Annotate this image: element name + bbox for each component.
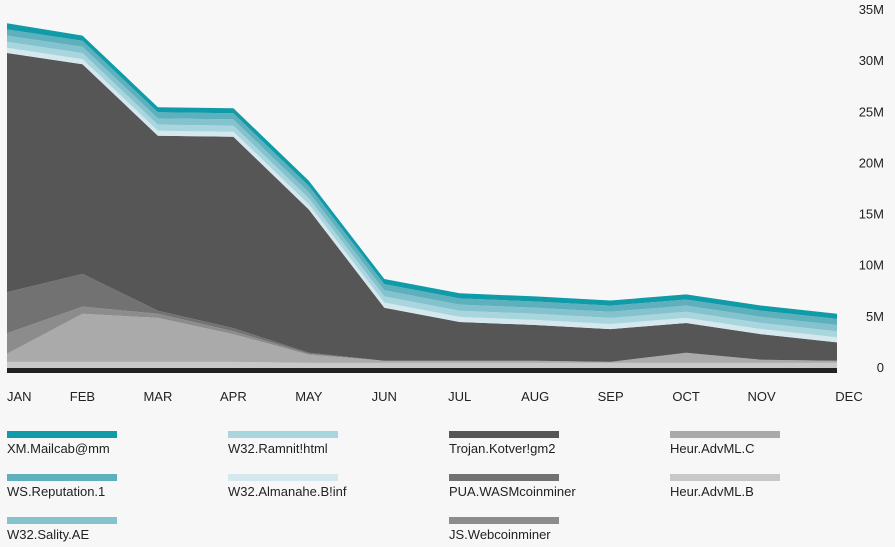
- legend-item: Heur.AdvML.B: [670, 474, 890, 504]
- legend-swatch: [670, 431, 780, 438]
- legend-label: PUA.WASMcoinminer: [449, 484, 576, 499]
- x-tick-label: NOV: [747, 389, 776, 404]
- x-tick-label: FEB: [70, 389, 95, 404]
- legend-label: Trojan.Kotver!gm2: [449, 441, 556, 456]
- legend-swatch: [670, 474, 780, 481]
- area-heur-advml-b: [7, 361, 837, 368]
- legend-swatch: [449, 517, 559, 524]
- legend-item: W32.Almanahe.B!inf: [228, 474, 448, 504]
- x-tick-label: JUN: [372, 389, 397, 404]
- legend-swatch: [7, 517, 117, 524]
- area-trojan-kotver-gm2: [7, 53, 837, 362]
- y-tick-label: 30M: [859, 53, 884, 68]
- legend-swatch: [449, 431, 559, 438]
- x-tick-label: JAN: [7, 389, 32, 404]
- legend-label: Heur.AdvML.C: [670, 441, 755, 456]
- legend-label: XM.Mailcab@mm: [7, 441, 110, 456]
- y-tick-label: 10M: [859, 258, 884, 273]
- x-tick-label: AUG: [521, 389, 549, 404]
- legend-item: WS.Reputation.1: [7, 474, 227, 504]
- x-tick-label: APR: [220, 389, 247, 404]
- legend-item: JS.Webcoinminer: [449, 517, 669, 547]
- legend-swatch: [449, 474, 559, 481]
- area-heur-advml-c: [7, 313, 837, 363]
- y-tick-label: 20M: [859, 155, 884, 170]
- legend-swatch: [7, 474, 117, 481]
- legend-swatch: [228, 431, 338, 438]
- x-tick-label: SEP: [598, 389, 624, 404]
- x-tick-label: DEC: [835, 389, 862, 404]
- legend-item: Trojan.Kotver!gm2: [449, 431, 669, 461]
- x-tick-label: JUL: [448, 389, 471, 404]
- legend-item: W32.Ramnit!html: [228, 431, 448, 461]
- x-axis-ticks: JAN FEB MAR APR MAY JUN JUL AUG SEP OCT NOV DEC: [7, 389, 863, 404]
- x-tick-label: MAY: [295, 389, 323, 404]
- area-pua-wasmcoinminer: [7, 273, 837, 362]
- y-tick-label: 35M: [859, 2, 884, 17]
- chart-areas: [7, 23, 837, 368]
- x-axis-baseline: [7, 368, 837, 373]
- legend-label: W32.Sality.AE: [7, 527, 90, 542]
- legend-label: WS.Reputation.1: [7, 484, 106, 499]
- x-tick-label: OCT: [672, 389, 700, 404]
- legend-label: W32.Ramnit!html: [228, 441, 328, 456]
- area-js-webcoinminer: [7, 306, 837, 362]
- legend-label: JS.Webcoinminer: [449, 527, 551, 542]
- y-tick-label: 0: [877, 360, 884, 375]
- y-tick-label: 15M: [859, 207, 884, 222]
- legend-item: XM.Mailcab@mm: [7, 431, 227, 461]
- legend-label: W32.Almanahe.B!inf: [228, 484, 347, 499]
- legend-label: Heur.AdvML.B: [670, 484, 754, 499]
- legend-swatch: [228, 474, 338, 481]
- legend-item: W32.Sality.AE: [7, 517, 227, 547]
- legend-item: Heur.AdvML.C: [670, 431, 890, 461]
- y-axis-ticks: 0 5M 10M 15M 20M 25M 30M 35M: [859, 2, 884, 375]
- legend-swatch: [7, 431, 117, 438]
- x-tick-label: MAR: [143, 389, 172, 404]
- legend-item: PUA.WASMcoinminer: [449, 474, 669, 504]
- y-tick-label: 5M: [866, 309, 884, 324]
- y-tick-label: 25M: [859, 104, 884, 119]
